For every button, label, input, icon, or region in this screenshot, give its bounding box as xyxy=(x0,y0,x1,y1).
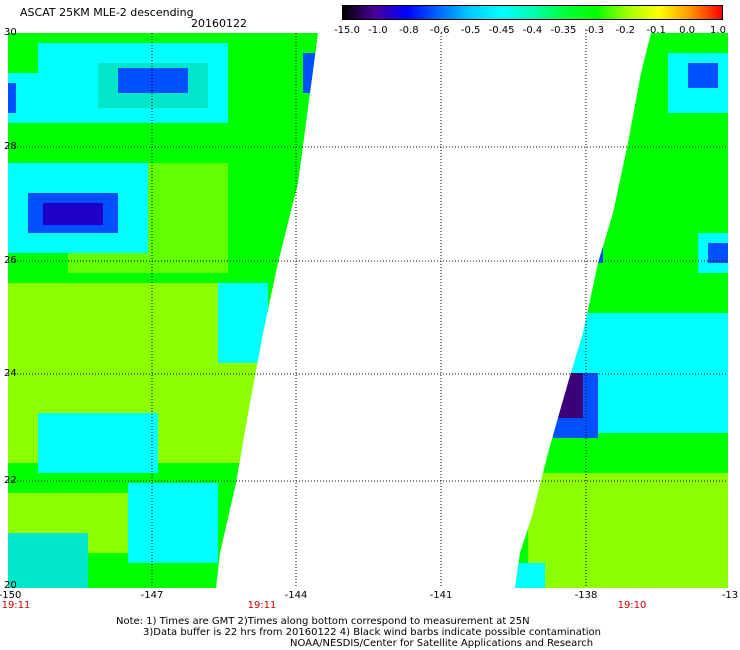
right-swath xyxy=(515,33,728,588)
swath-zone xyxy=(218,283,268,363)
lat-label: 30 xyxy=(4,27,17,38)
time-label: 19:10 xyxy=(617,600,647,611)
left-swath xyxy=(8,33,318,588)
colorbar-tick-label: -15.0 xyxy=(334,25,360,36)
colorbar xyxy=(342,5,723,20)
colorbar-tick-label: 0.0 xyxy=(679,25,696,36)
swath-zone xyxy=(118,68,188,93)
lat-label: 22 xyxy=(4,475,17,486)
swath-zone xyxy=(43,203,103,225)
swath-zone xyxy=(8,533,88,588)
note-line-1: Note: 1) Times are GMT 2)Times along bot… xyxy=(116,616,530,627)
colorbar-tick-label: -1.0 xyxy=(368,25,388,36)
colorbar-tick-label: -0.5 xyxy=(460,25,481,36)
lat-label: 28 xyxy=(4,141,17,152)
lon-label: -150 xyxy=(0,590,22,601)
colorbar-tick-label: -0.2 xyxy=(615,25,636,36)
lat-label: 26 xyxy=(4,255,17,266)
lon-label: -147 xyxy=(140,590,164,601)
colorbar-tick-label: -0.6 xyxy=(429,25,450,36)
swath-zone xyxy=(708,243,728,263)
time-label: 19:11 xyxy=(247,600,277,611)
swath-zone xyxy=(128,483,218,563)
swath-zone xyxy=(688,63,718,88)
swath-zone xyxy=(515,563,545,588)
graticule xyxy=(8,33,728,588)
colorbar-tick-label: -0.1 xyxy=(646,25,666,36)
colorbar-tick-label: -0.3 xyxy=(584,25,605,36)
lat-label: 24 xyxy=(4,368,17,379)
colorbar-tick-label: 1.0 xyxy=(710,25,726,36)
swath-zone xyxy=(528,473,728,588)
lat-label: 20 xyxy=(4,580,17,591)
lon-label: -144 xyxy=(284,590,308,601)
time-label: 19:11 xyxy=(1,600,31,611)
swath-zone xyxy=(593,243,603,263)
swath-zone xyxy=(558,373,583,418)
swath-map xyxy=(8,33,728,588)
note-line-2: 3)Data buffer is 22 hrs from 20160122 4)… xyxy=(143,627,601,638)
map-title: ASCAT 25KM MLE-2 descending xyxy=(20,6,194,19)
map-date: 20160122 xyxy=(191,17,247,30)
swath-zone xyxy=(38,413,158,473)
lon-label: -138 xyxy=(574,590,598,601)
colorbar-tick-label: -0.8 xyxy=(399,25,419,36)
colorbar-tick-label: -0.45 xyxy=(488,25,515,36)
swath-zone xyxy=(8,83,16,113)
swath-zone xyxy=(303,53,318,93)
lon-label: -141 xyxy=(429,590,453,601)
colorbar-tick-label: -0.35 xyxy=(550,25,577,36)
lon-label: -13 xyxy=(721,590,739,601)
colorbar-tick-label: -0.4 xyxy=(522,25,543,36)
note-line-3: NOAA/NESDIS/Center for Satellite Applica… xyxy=(290,638,594,649)
